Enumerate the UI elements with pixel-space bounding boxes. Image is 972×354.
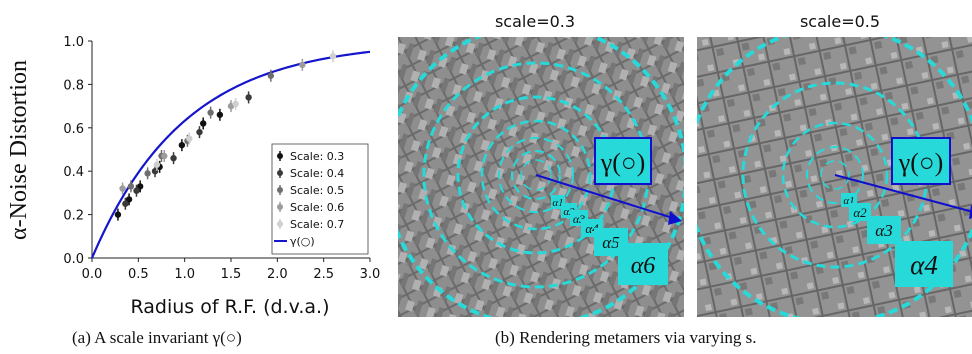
data-point — [329, 52, 337, 60]
data-point — [127, 183, 135, 190]
data-point — [122, 200, 129, 207]
legend-entry: Scale: 0.4 — [290, 167, 344, 180]
legend-entry: Scale: 0.6 — [290, 201, 344, 214]
x-tick-label: 0.5 — [128, 267, 149, 282]
data-point — [144, 170, 151, 177]
caption-b: (b) Rendering metamers via varying s. — [495, 328, 757, 347]
data-point — [200, 120, 207, 127]
y-tick-label: 0.4 — [63, 165, 84, 180]
metamer-image-scale-0-3: γ(○) α1 α2 α3 α4 α5 α6 — [398, 37, 684, 317]
x-tick-label: 2.5 — [313, 267, 334, 282]
legend-entry: Scale: 0.7 — [290, 218, 344, 231]
data-point — [170, 154, 177, 162]
legend-entry-gamma: γ(○) — [290, 235, 315, 248]
gamma-box-1: γ(○) — [594, 137, 652, 185]
data-point — [178, 141, 186, 149]
data-point — [136, 183, 144, 190]
y-tick-label: 0.6 — [63, 122, 84, 137]
alpha-2-3: α3 — [875, 221, 892, 240]
x-tick-label: 1.5 — [221, 267, 242, 282]
gamma-label-2: γ(○) — [898, 148, 944, 177]
legend-entry: Scale: 0.5 — [290, 184, 344, 197]
legend-marker — [277, 153, 283, 159]
data-point — [245, 94, 252, 101]
alpha-1-6: α6 — [631, 253, 656, 279]
y-axis-label-box: α-Noise Distortion — [6, 60, 32, 240]
caption-a: (a) A scale invariant γ(○) — [72, 328, 242, 347]
legend-entry: Scale: 0.3 — [290, 150, 344, 163]
alpha-1-1: α1 — [552, 197, 563, 209]
data-point — [161, 152, 168, 160]
x-tick-label: 2.0 — [267, 267, 288, 282]
data-point — [133, 187, 140, 194]
alpha-labels-1: α1 α2 α3 α4 α5 α6 — [551, 195, 668, 285]
y-axis-label: α-Noise Distortion — [6, 60, 32, 240]
legend-marker — [277, 187, 283, 193]
legend-marker — [277, 221, 283, 227]
x-axis-label: Radius of R.F. (d.v.a.) — [130, 296, 329, 318]
y-tick-label: 0.0 — [63, 252, 84, 267]
data-point — [232, 100, 239, 108]
panel-title-scale-0-5: scale=0.5 — [799, 12, 881, 31]
data-point — [186, 135, 193, 142]
x-tick-label: 1.0 — [174, 267, 195, 282]
data-point — [216, 111, 224, 118]
legend-marker — [277, 170, 283, 176]
data-point — [196, 128, 203, 136]
y-tick-label: 0.2 — [63, 209, 84, 224]
data-point — [125, 196, 133, 203]
y-tick-label: 1.0 — [63, 35, 84, 50]
data-point — [114, 211, 122, 218]
y-tick-label: 0.8 — [63, 78, 84, 93]
alpha-1-5: α5 — [602, 233, 619, 252]
data-point — [119, 185, 126, 192]
x-tick-label: 0.0 — [82, 267, 103, 282]
gamma-box-2: γ(○) — [891, 137, 951, 185]
legend-box — [271, 143, 369, 255]
alpha-2-1: α1 — [843, 195, 854, 207]
data-point — [267, 72, 275, 79]
alpha-2-2: α2 — [853, 205, 867, 220]
data-point — [299, 61, 306, 69]
alpha-1-2: α2 — [563, 206, 575, 218]
alpha-labels-2: α1 α2 α3 α4 — [841, 193, 953, 287]
data-point — [207, 109, 214, 116]
gamma-label-1: γ(○) — [600, 148, 646, 177]
gamma-curve-line — [90, 50, 371, 259]
panel-title-scale-0-3: scale=0.3 — [494, 12, 576, 31]
alpha-2-4: α4 — [910, 250, 938, 280]
metamer-image-scale-0-5: γ(○) α1 α2 α3 α4 — [697, 37, 972, 317]
x-tick-label: 3.0 — [360, 267, 381, 282]
scatter-chart: 0.0 0.5 1.0 1.5 2.0 2.5 3.00.00.20.40.60.81.0 … — [63, 35, 381, 318]
legend-marker — [277, 204, 283, 210]
data-point — [153, 161, 161, 168]
